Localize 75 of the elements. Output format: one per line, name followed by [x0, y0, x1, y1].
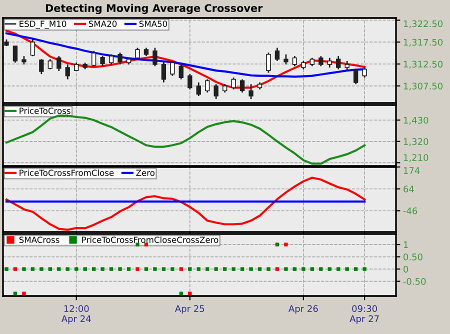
point [284, 242, 288, 246]
y-tick-label: 1,210 [404, 154, 428, 162]
y-tick-label: 1,430 [404, 116, 428, 125]
point [266, 267, 270, 271]
y-tick-label: 64 [404, 186, 414, 192]
legend-label: PriceToCrossFromClose [20, 170, 114, 176]
legend-label: SMACross [19, 236, 60, 243]
point [258, 267, 262, 271]
point [275, 242, 280, 246]
point [13, 267, 18, 271]
legend-label: SMA50 [139, 20, 168, 27]
point [48, 267, 52, 271]
point [40, 267, 44, 271]
y-tick-label: 1,312.50 [404, 60, 443, 68]
point [4, 267, 8, 271]
point [179, 292, 183, 296]
point [302, 267, 306, 271]
point [292, 267, 297, 271]
point [179, 267, 183, 271]
point [100, 267, 104, 271]
point [328, 267, 332, 271]
x-tick-label: Apr 25 [174, 305, 204, 314]
point [354, 267, 358, 271]
point [92, 267, 96, 271]
y-tick-label: -46 [403, 207, 418, 214]
point [136, 267, 140, 271]
point [126, 267, 131, 271]
point [83, 267, 87, 271]
point [222, 267, 227, 271]
point [30, 267, 35, 271]
x-tick-label: 12:00 Apr 24 [61, 305, 91, 324]
point [284, 267, 288, 271]
point [319, 267, 323, 271]
y-tick-label: 174 [404, 167, 420, 174]
legend-label: PriceToCrossFromCloseCrossZero [82, 236, 218, 243]
point [214, 267, 218, 271]
y-tick-label: 0 [404, 266, 408, 273]
point [66, 267, 70, 271]
y-tick-label: 1,307.50 [404, 82, 443, 90]
point [345, 267, 349, 271]
y-tick-label: 1 [404, 241, 408, 248]
legend-label: PriceToCross [20, 108, 70, 114]
point [206, 267, 210, 271]
legend-label: ESD_F_M10 [20, 20, 66, 29]
y-tick-label: -0.50 [403, 278, 426, 285]
chart-title: Detecting Moving Average Crossover [46, 4, 263, 14]
y-tick-label: 0.50 [404, 254, 422, 260]
point [310, 267, 314, 271]
point [162, 267, 166, 271]
point [118, 267, 122, 271]
point [188, 267, 192, 271]
point [22, 292, 26, 296]
point [13, 292, 18, 296]
point [144, 267, 148, 271]
point [74, 267, 78, 271]
point [336, 267, 340, 271]
point [109, 267, 114, 271]
legend-label: Zero [136, 170, 155, 176]
legend-label: SMA20 [88, 20, 117, 27]
point [232, 267, 236, 271]
y-tick-label: 1,322.50 [404, 20, 443, 28]
point [188, 292, 192, 296]
x-tick-label: Apr 26 [288, 305, 318, 314]
point [275, 267, 280, 271]
point [196, 267, 200, 271]
point [240, 267, 244, 271]
point [153, 267, 157, 271]
x-tick-label: 09:30 Apr 27 [350, 305, 379, 324]
y-tick-label: 1,317.50 [404, 38, 443, 47]
point [362, 267, 366, 271]
y-tick-label: 1,320 [404, 138, 428, 146]
point [170, 267, 174, 271]
point [22, 267, 26, 271]
point [249, 267, 253, 271]
point [57, 267, 61, 271]
